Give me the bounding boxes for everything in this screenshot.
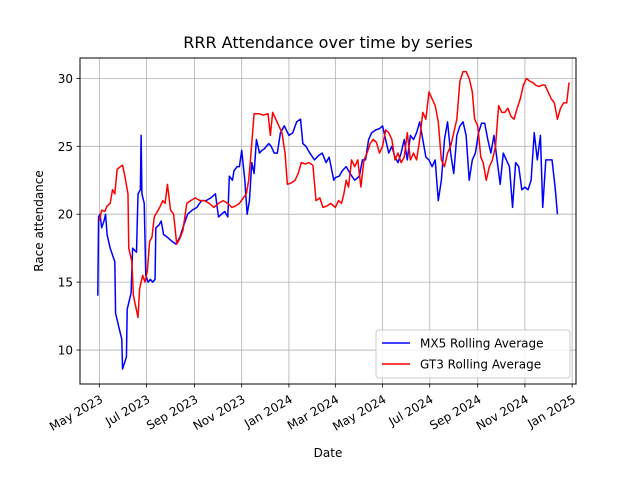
x-axis-label: Date (314, 446, 343, 460)
y-axis-ticks: 10 15 20 25 30 (58, 72, 80, 358)
legend: MX5 Rolling Average GT3 Rolling Average (375, 329, 571, 379)
series-line-gt3 (98, 70, 570, 319)
y-tick-label: 10 (58, 344, 73, 358)
y-tick-label: 25 (58, 140, 73, 154)
plot-frame (79, 57, 577, 385)
legend-label-gt3: GT3 Rolling Average (420, 358, 541, 372)
y-tick-label: 20 (58, 208, 73, 222)
y-axis-label: Race attendance (32, 170, 46, 272)
y-tick-label: 30 (58, 72, 73, 86)
series-layer (97, 70, 570, 370)
legend-box (375, 329, 571, 379)
y-tick-label: 15 (58, 276, 73, 290)
grid (80, 58, 576, 384)
legend-label-mx5: MX5 Rolling Average (420, 337, 543, 351)
series-line-mx5 (97, 118, 559, 370)
chart-title: RRR Attendance over time by series (183, 33, 473, 52)
